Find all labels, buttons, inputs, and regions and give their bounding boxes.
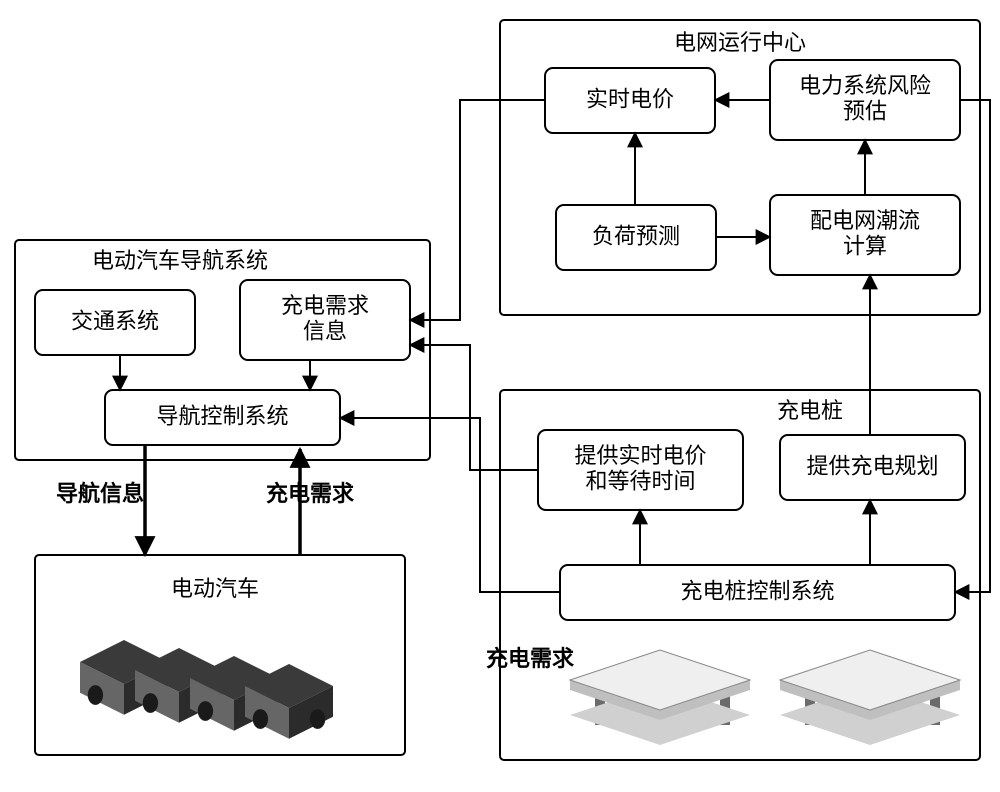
node-nav-ctrl: 导航控制系统: [105, 390, 340, 445]
node-label: 配电网潮流: [810, 208, 920, 233]
node-provide-plan: 提供充电规划: [780, 435, 965, 500]
diagram-canvas: 电网运行中心 电动汽车导航系统 充电桩 电动汽车 交通系统充电需求信息导航控制系…: [0, 0, 1000, 792]
node-label: 提供实时电价: [574, 443, 706, 468]
node-flow-calc: 配电网潮流计算: [770, 195, 960, 275]
node-traffic-sys: 交通系统: [35, 290, 195, 355]
node-load-pred: 负荷预测: [556, 205, 716, 270]
edge-label-charge-req-1: 充电需求: [266, 481, 354, 506]
panel-pile-title: 充电桩: [777, 398, 843, 423]
node-label: 交通系统: [71, 308, 159, 333]
edge-label-charge-req-2: 充电需求: [486, 646, 574, 671]
node-label: 计算: [843, 233, 887, 258]
node-charge-info: 充电需求信息: [240, 280, 410, 360]
edge-pilectrl-to-navctrl: [340, 418, 560, 592]
panel-ev-title: 电动汽车: [171, 576, 259, 601]
panel-nav-title: 电动汽车导航系统: [92, 248, 268, 273]
edge-risk-to-pilectrl: [955, 100, 990, 592]
node-pile-ctrl: 充电桩控制系统: [560, 565, 955, 620]
node-label: 导航控制系统: [156, 403, 288, 428]
node-provide-price: 提供实时电价和等待时间: [538, 430, 743, 510]
edge-label-nav-info: 导航信息: [56, 481, 144, 506]
node-risk-est: 电力系统风险预估: [770, 60, 960, 140]
node-label: 充电桩控制系统: [680, 578, 834, 603]
node-label: 和等待时间: [585, 468, 695, 493]
node-label: 电力系统风险: [799, 73, 931, 98]
node-label: 信息: [303, 318, 347, 343]
node-label: 实时电价: [586, 86, 674, 111]
node-label: 提供充电规划: [806, 453, 938, 478]
node-label: 预估: [843, 98, 887, 123]
node-label: 负荷预测: [592, 223, 680, 248]
panel-grid-title: 电网运行中心: [674, 30, 806, 55]
node-rt-price: 实时电价: [545, 68, 715, 133]
node-label: 充电需求: [281, 293, 369, 318]
charging-station-icon: [570, 650, 960, 745]
panel-ev: 电动汽车: [35, 555, 405, 755]
ev-cars-icon: [80, 640, 333, 739]
